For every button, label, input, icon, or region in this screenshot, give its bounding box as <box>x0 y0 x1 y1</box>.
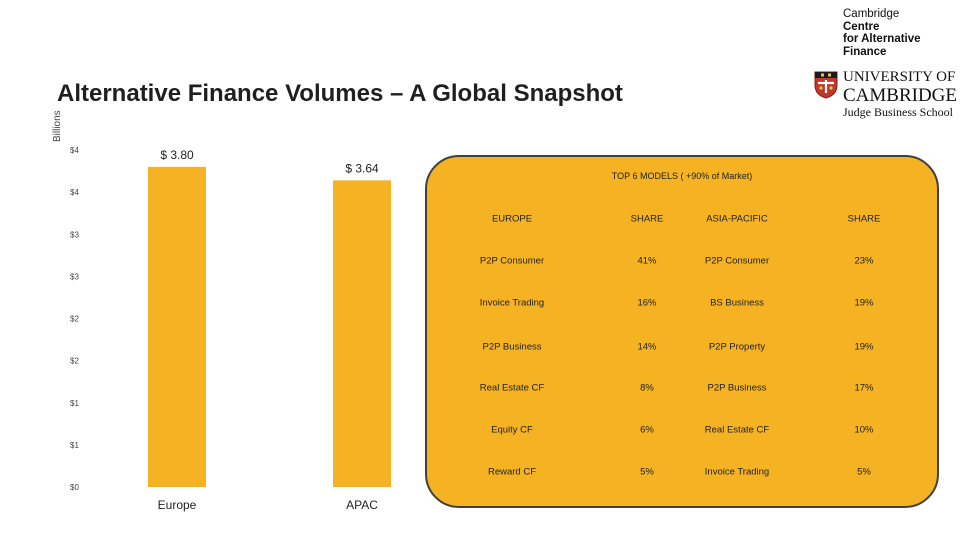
cambridge-crest-icon <box>814 71 838 99</box>
x-category-label: Europe <box>158 498 197 512</box>
table-cell: Real Estate CF <box>479 382 545 394</box>
table-cell: Reward CF <box>487 466 537 478</box>
cca-logo-line: Cambridge <box>843 8 900 20</box>
university-logo: UNIVERSITY OF CAMBRIDGE Judge Business S… <box>843 69 958 119</box>
table-cell: 19% <box>854 297 874 309</box>
bar-data-label: $ 3.64 <box>345 161 379 175</box>
table-cell: 19% <box>854 341 874 353</box>
table-cell: 14% <box>637 341 657 353</box>
y-tick-label: $3 <box>70 272 79 281</box>
bar-apac <box>333 180 391 487</box>
page-title: Alternative Finance Volumes – A Global S… <box>57 80 623 107</box>
cca-logo-line: Centre <box>843 20 880 33</box>
table-cell: Invoice Trading <box>479 297 545 309</box>
table-cell: P2P Business <box>482 341 542 353</box>
cca-logo-line: for Alternative <box>843 33 921 45</box>
table-cell: 5% <box>857 466 871 478</box>
table-cell: P2P Consumer <box>704 255 770 267</box>
cca-logo: Cambridge Centre for Alternative Finance <box>843 8 953 58</box>
business-school-name: Judge Business School <box>843 105 954 119</box>
table-cell: P2P Consumer <box>479 255 545 267</box>
university-name: CAMBRIDGE <box>843 85 958 106</box>
y-tick-label: $2 <box>70 315 79 324</box>
top-models-panel <box>425 155 939 508</box>
table-cell: 5% <box>640 466 654 478</box>
table-title: TOP 6 MODELS ( +90% of Market) <box>611 171 753 181</box>
table-cell: Real Estate CF <box>704 424 770 436</box>
y-tick-label: $4 <box>70 188 79 197</box>
y-tick-label: $4 <box>70 146 79 155</box>
table-cell: P2P Property <box>708 341 766 353</box>
bar-data-label: $ 3.80 <box>160 148 194 162</box>
cca-logo-line: Finance <box>843 45 887 58</box>
table-cell: 6% <box>640 424 654 436</box>
y-tick-label: $1 <box>70 441 79 450</box>
y-tick-label: $1 <box>70 399 79 408</box>
table-cell: 23% <box>854 255 874 267</box>
y-tick-label: $0 <box>70 483 79 492</box>
table-cell: 8% <box>640 382 654 394</box>
table-header-cell: ASIA-PACIFIC <box>706 213 768 225</box>
table-header-cell: EUROPE <box>491 213 533 225</box>
table-cell: P2P Business <box>707 382 767 394</box>
table-cell: Equity CF <box>491 424 533 436</box>
university-line: UNIVERSITY OF <box>843 69 956 85</box>
table-cell: Invoice Trading <box>704 466 770 478</box>
x-category-label: APAC <box>346 498 378 512</box>
table-cell: 16% <box>637 297 657 309</box>
bar-europe <box>148 166 206 487</box>
y-tick-label: $2 <box>70 357 79 366</box>
table-cell: 17% <box>854 382 874 394</box>
table-header-cell: SHARE <box>630 213 664 225</box>
y-tick-label: $3 <box>70 230 79 239</box>
table-cell: 41% <box>637 255 657 267</box>
table-cell: 10% <box>854 424 874 436</box>
table-cell: BS Business <box>710 297 764 309</box>
table-header-cell: SHARE <box>847 213 881 225</box>
